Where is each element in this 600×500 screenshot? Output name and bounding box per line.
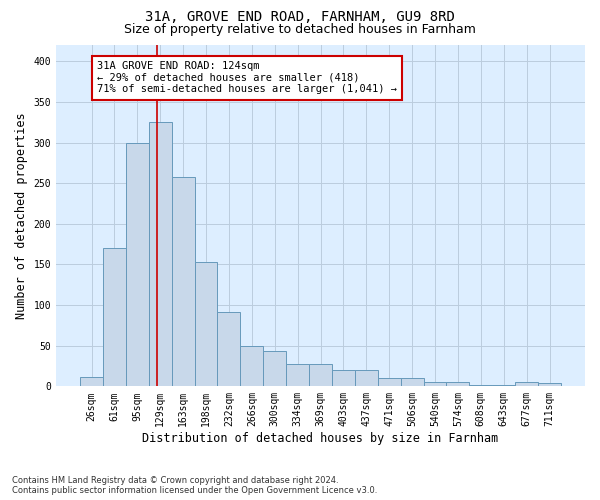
Bar — [217, 312, 241, 386]
X-axis label: Distribution of detached houses by size in Farnham: Distribution of detached houses by size … — [142, 432, 499, 445]
Bar — [172, 176, 194, 386]
Bar — [401, 378, 424, 386]
Bar — [80, 376, 103, 386]
Bar — [309, 364, 332, 386]
Bar — [149, 122, 172, 386]
Bar — [263, 350, 286, 386]
Bar — [469, 384, 492, 386]
Text: 31A, GROVE END ROAD, FARNHAM, GU9 8RD: 31A, GROVE END ROAD, FARNHAM, GU9 8RD — [145, 10, 455, 24]
Bar — [241, 346, 263, 387]
Bar — [332, 370, 355, 386]
Bar — [492, 384, 515, 386]
Bar — [355, 370, 378, 386]
Bar — [194, 262, 217, 386]
Text: Contains HM Land Registry data © Crown copyright and database right 2024.
Contai: Contains HM Land Registry data © Crown c… — [12, 476, 377, 495]
Text: Size of property relative to detached houses in Farnham: Size of property relative to detached ho… — [124, 22, 476, 36]
Bar — [424, 382, 446, 386]
Text: 31A GROVE END ROAD: 124sqm
← 29% of detached houses are smaller (418)
71% of sem: 31A GROVE END ROAD: 124sqm ← 29% of deta… — [97, 62, 397, 94]
Bar — [446, 382, 469, 386]
Bar — [515, 382, 538, 386]
Bar — [126, 142, 149, 386]
Bar — [538, 383, 561, 386]
Bar — [103, 248, 126, 386]
Y-axis label: Number of detached properties: Number of detached properties — [15, 112, 28, 319]
Bar — [378, 378, 401, 386]
Bar — [286, 364, 309, 386]
